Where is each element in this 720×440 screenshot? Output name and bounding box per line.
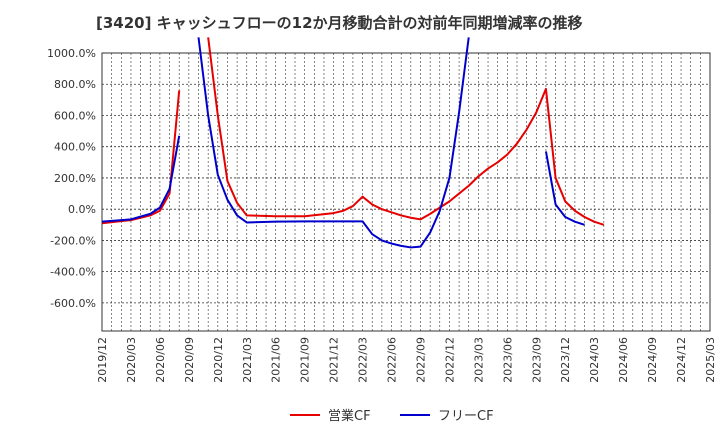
chart-title: [3420] キャッシュフローの12か月移動合計の対前年同期増減率の推移 [96,14,583,32]
x-tick-label: 2020/03 [125,337,138,383]
x-tick-label: 2022/09 [414,337,427,383]
y-tick-label: 600.0% [54,109,96,122]
y-tick-label: -600.0% [50,297,96,310]
x-tick-label: 2024/03 [588,337,601,383]
x-tick-label: 2022/03 [357,337,370,383]
x-tick-label: 2023/03 [472,337,485,383]
y-tick-label: 800.0% [54,78,96,91]
x-tick-label: 2021/06 [270,337,283,383]
y-tick-label: 0.0% [68,203,96,216]
x-tick-label: 2022/12 [443,337,456,383]
series-line [101,37,585,249]
x-tick-label: 2020/06 [154,337,167,383]
x-tick-label: 2023/12 [559,337,572,383]
x-tick-label: 2025/03 [704,337,717,383]
x-tick-label: 2023/09 [530,337,543,383]
y-tick-label: -400.0% [50,266,96,279]
x-tick-label: 2020/12 [212,337,225,383]
x-tick-label: 2021/09 [299,337,312,383]
y-tick-label: 1000.0% [47,47,96,60]
x-tick-label: 2019/12 [96,337,109,383]
x-tick-label: 2023/06 [501,337,514,383]
x-tick-label: 2024/06 [617,337,630,383]
y-tick-label: -200.0% [50,234,96,247]
x-tick-label: 2021/03 [241,337,254,383]
legend-label: 営業CF [328,408,371,424]
legend-label: フリーCF [438,409,494,424]
x-tick-label: 2024/09 [646,337,659,383]
plot-area [101,52,711,332]
x-tick-label: 2021/12 [328,337,341,383]
y-tick-label: 200.0% [54,172,96,185]
y-tick-label: 400.0% [54,141,96,154]
x-tick-label: 2024/12 [675,337,688,383]
x-tick-label: 2020/09 [183,337,196,383]
x-tick-label: 2022/06 [386,337,399,383]
